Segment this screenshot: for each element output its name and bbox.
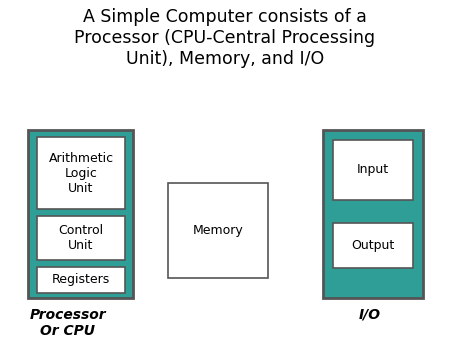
Text: I/O: I/O (359, 308, 381, 322)
Text: Arithmetic
Logic
Unit: Arithmetic Logic Unit (49, 151, 113, 194)
Bar (37, 137, 125, 209)
Text: Control
Unit: Control Unit (58, 224, 104, 252)
Text: Processor
Or CPU: Processor Or CPU (30, 308, 106, 338)
Bar (37, 267, 125, 293)
Text: Memory: Memory (193, 224, 243, 237)
Text: Registers: Registers (52, 273, 110, 287)
Bar (168, 183, 268, 278)
Text: Input: Input (357, 164, 389, 176)
Bar (28, 130, 133, 298)
Bar (37, 216, 125, 260)
Text: Output: Output (351, 239, 395, 252)
Text: A Simple Computer consists of a
Processor (CPU-Central Processing
Unit), Memory,: A Simple Computer consists of a Processo… (74, 8, 376, 68)
Bar (333, 140, 413, 200)
Bar (333, 223, 413, 268)
Bar (323, 130, 423, 298)
